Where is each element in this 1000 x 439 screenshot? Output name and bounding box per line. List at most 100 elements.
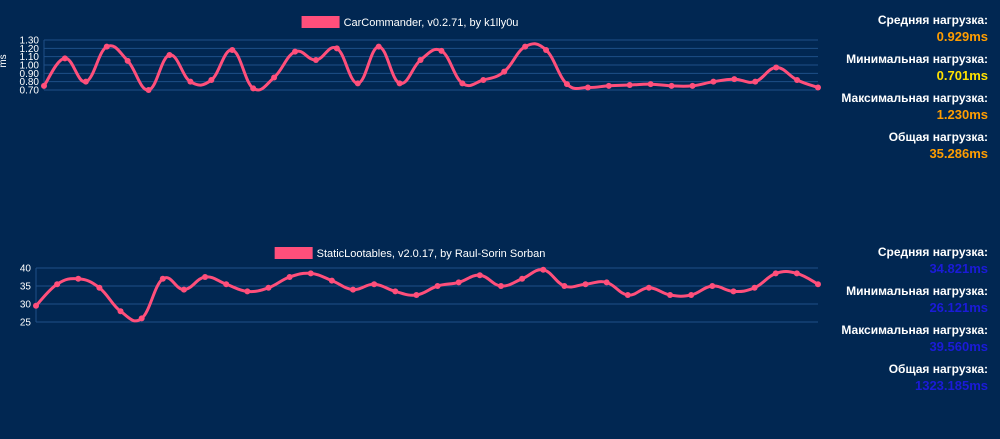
data-point [312, 57, 319, 63]
data-point [645, 284, 652, 291]
series-line [34, 268, 819, 323]
data-point [455, 279, 462, 286]
y-tick-label: 30 [20, 300, 32, 311]
data-point [375, 43, 382, 50]
data-point [815, 281, 821, 288]
chart-staticlootables: 40 35 30 25 StaticLootables, v2.0.17, by Rau… [20, 247, 821, 329]
data-point [145, 87, 152, 93]
data-point [793, 270, 800, 277]
max-load-label: Максимальная нагрузка: [841, 91, 988, 105]
data-point [710, 78, 717, 85]
chart-panel-staticlootables: 40 35 30 25 StaticLootables, v2.0.17, by Rau… [0, 236, 1000, 439]
data-point [265, 284, 272, 291]
max-load-value: 1.230ms [936, 107, 988, 122]
data-point [709, 283, 716, 289]
data-point [33, 302, 39, 309]
y-tick-label: 1.00 [20, 61, 40, 72]
stats-block: Средняя нагрузка: 34.821ms Минимальная н… [841, 244, 988, 400]
data-point [82, 78, 89, 85]
data-point [605, 82, 612, 89]
data-point [476, 272, 483, 279]
data-point [54, 281, 61, 288]
y-tick-label: 25 [20, 318, 32, 329]
data-point [103, 43, 110, 50]
data-point [563, 81, 570, 88]
data-point [292, 48, 299, 55]
data-point [328, 277, 335, 284]
data-point [159, 275, 166, 282]
min-load-label: Минимальная нагрузка: [846, 52, 988, 66]
data-point [584, 84, 591, 91]
y-tick-label: 0.80 [20, 77, 40, 88]
data-point [772, 270, 779, 277]
data-point [286, 274, 293, 280]
data-point [417, 57, 424, 63]
data-point [688, 292, 695, 298]
data-point [522, 43, 529, 50]
avg-load-label: Средняя нагрузка: [877, 13, 988, 27]
y-tick-label: 0.70 [20, 86, 40, 97]
data-point [307, 270, 314, 277]
y-tick-label: 0.90 [20, 69, 40, 80]
data-point [582, 281, 589, 288]
avg-load-value: 34.821ms [929, 261, 988, 276]
data-point [271, 74, 278, 81]
data-point [751, 284, 758, 291]
data-point [647, 81, 654, 88]
data-point [75, 275, 82, 282]
stats-block: Средняя нагрузка: 0.929ms Минимальная на… [841, 12, 988, 168]
data-point [497, 283, 504, 289]
data-point [187, 78, 194, 85]
data-point [603, 279, 610, 286]
data-point [96, 284, 103, 291]
y-tick-label: 1.10 [20, 52, 40, 63]
data-point [459, 80, 466, 87]
avg-load-label: Средняя нагрузка: [877, 245, 988, 259]
total-load-value: 1323.185ms [914, 378, 988, 393]
min-load-value: 0.701ms [936, 68, 988, 83]
data-point [667, 292, 674, 298]
total-load-label: Общая нагрузка: [888, 362, 988, 376]
data-point [124, 57, 131, 64]
data-point [166, 52, 173, 58]
max-load-value: 39.560ms [929, 339, 988, 354]
data-point [138, 315, 145, 322]
data-point [624, 292, 631, 298]
y-tick-label: 1.30 [20, 36, 40, 47]
data-point [244, 288, 251, 295]
y-tick-label: 35 [20, 282, 32, 293]
legend-swatch [301, 16, 340, 28]
data-point [561, 283, 568, 289]
data-point [543, 47, 550, 53]
data-point [396, 80, 403, 87]
data-point [480, 77, 487, 83]
min-load-value: 26.121ms [929, 300, 988, 315]
data-point [333, 45, 340, 52]
data-point [438, 47, 445, 54]
data-point [223, 281, 230, 288]
max-load-label: Максимальная нагрузка: [841, 323, 988, 337]
data-point [61, 55, 68, 62]
data-point [229, 47, 236, 53]
data-point [689, 82, 696, 89]
data-point [540, 266, 547, 273]
y-tick-label: 1.20 [20, 44, 40, 55]
data-point [752, 78, 759, 85]
data-point [350, 286, 357, 293]
data-point [41, 82, 47, 89]
data-point [208, 77, 215, 83]
data-point [794, 77, 801, 83]
legend-label: CarCommander, v0.2.71, by k1lly0u [344, 17, 519, 29]
data-point [730, 288, 737, 295]
chart-panel-carcommander: 1.30 1.20 1.10 1.00 0.90 0.80 0.70 ms CarCommand… [0, 0, 1000, 210]
total-load-label: Общая нагрузка: [888, 130, 988, 144]
data-point [668, 82, 675, 89]
data-point [434, 283, 441, 289]
avg-load-value: 0.929ms [936, 29, 988, 44]
data-point [180, 286, 187, 293]
data-point [519, 275, 526, 282]
y-axis-label: ms [0, 54, 9, 67]
legend-swatch [274, 247, 313, 259]
data-point [773, 64, 780, 71]
data-point [371, 281, 378, 288]
